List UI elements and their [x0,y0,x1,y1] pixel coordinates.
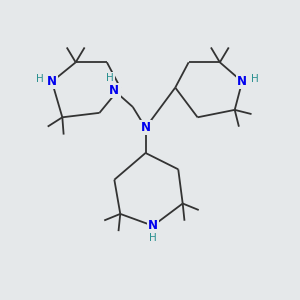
Text: H: H [36,74,43,84]
Text: N: N [148,219,158,232]
Text: H: H [149,233,157,243]
Text: H: H [251,74,259,84]
Text: N: N [109,84,119,97]
Text: N: N [140,121,151,134]
Text: N: N [237,75,247,88]
Text: H: H [106,73,114,83]
Text: N: N [47,75,57,88]
